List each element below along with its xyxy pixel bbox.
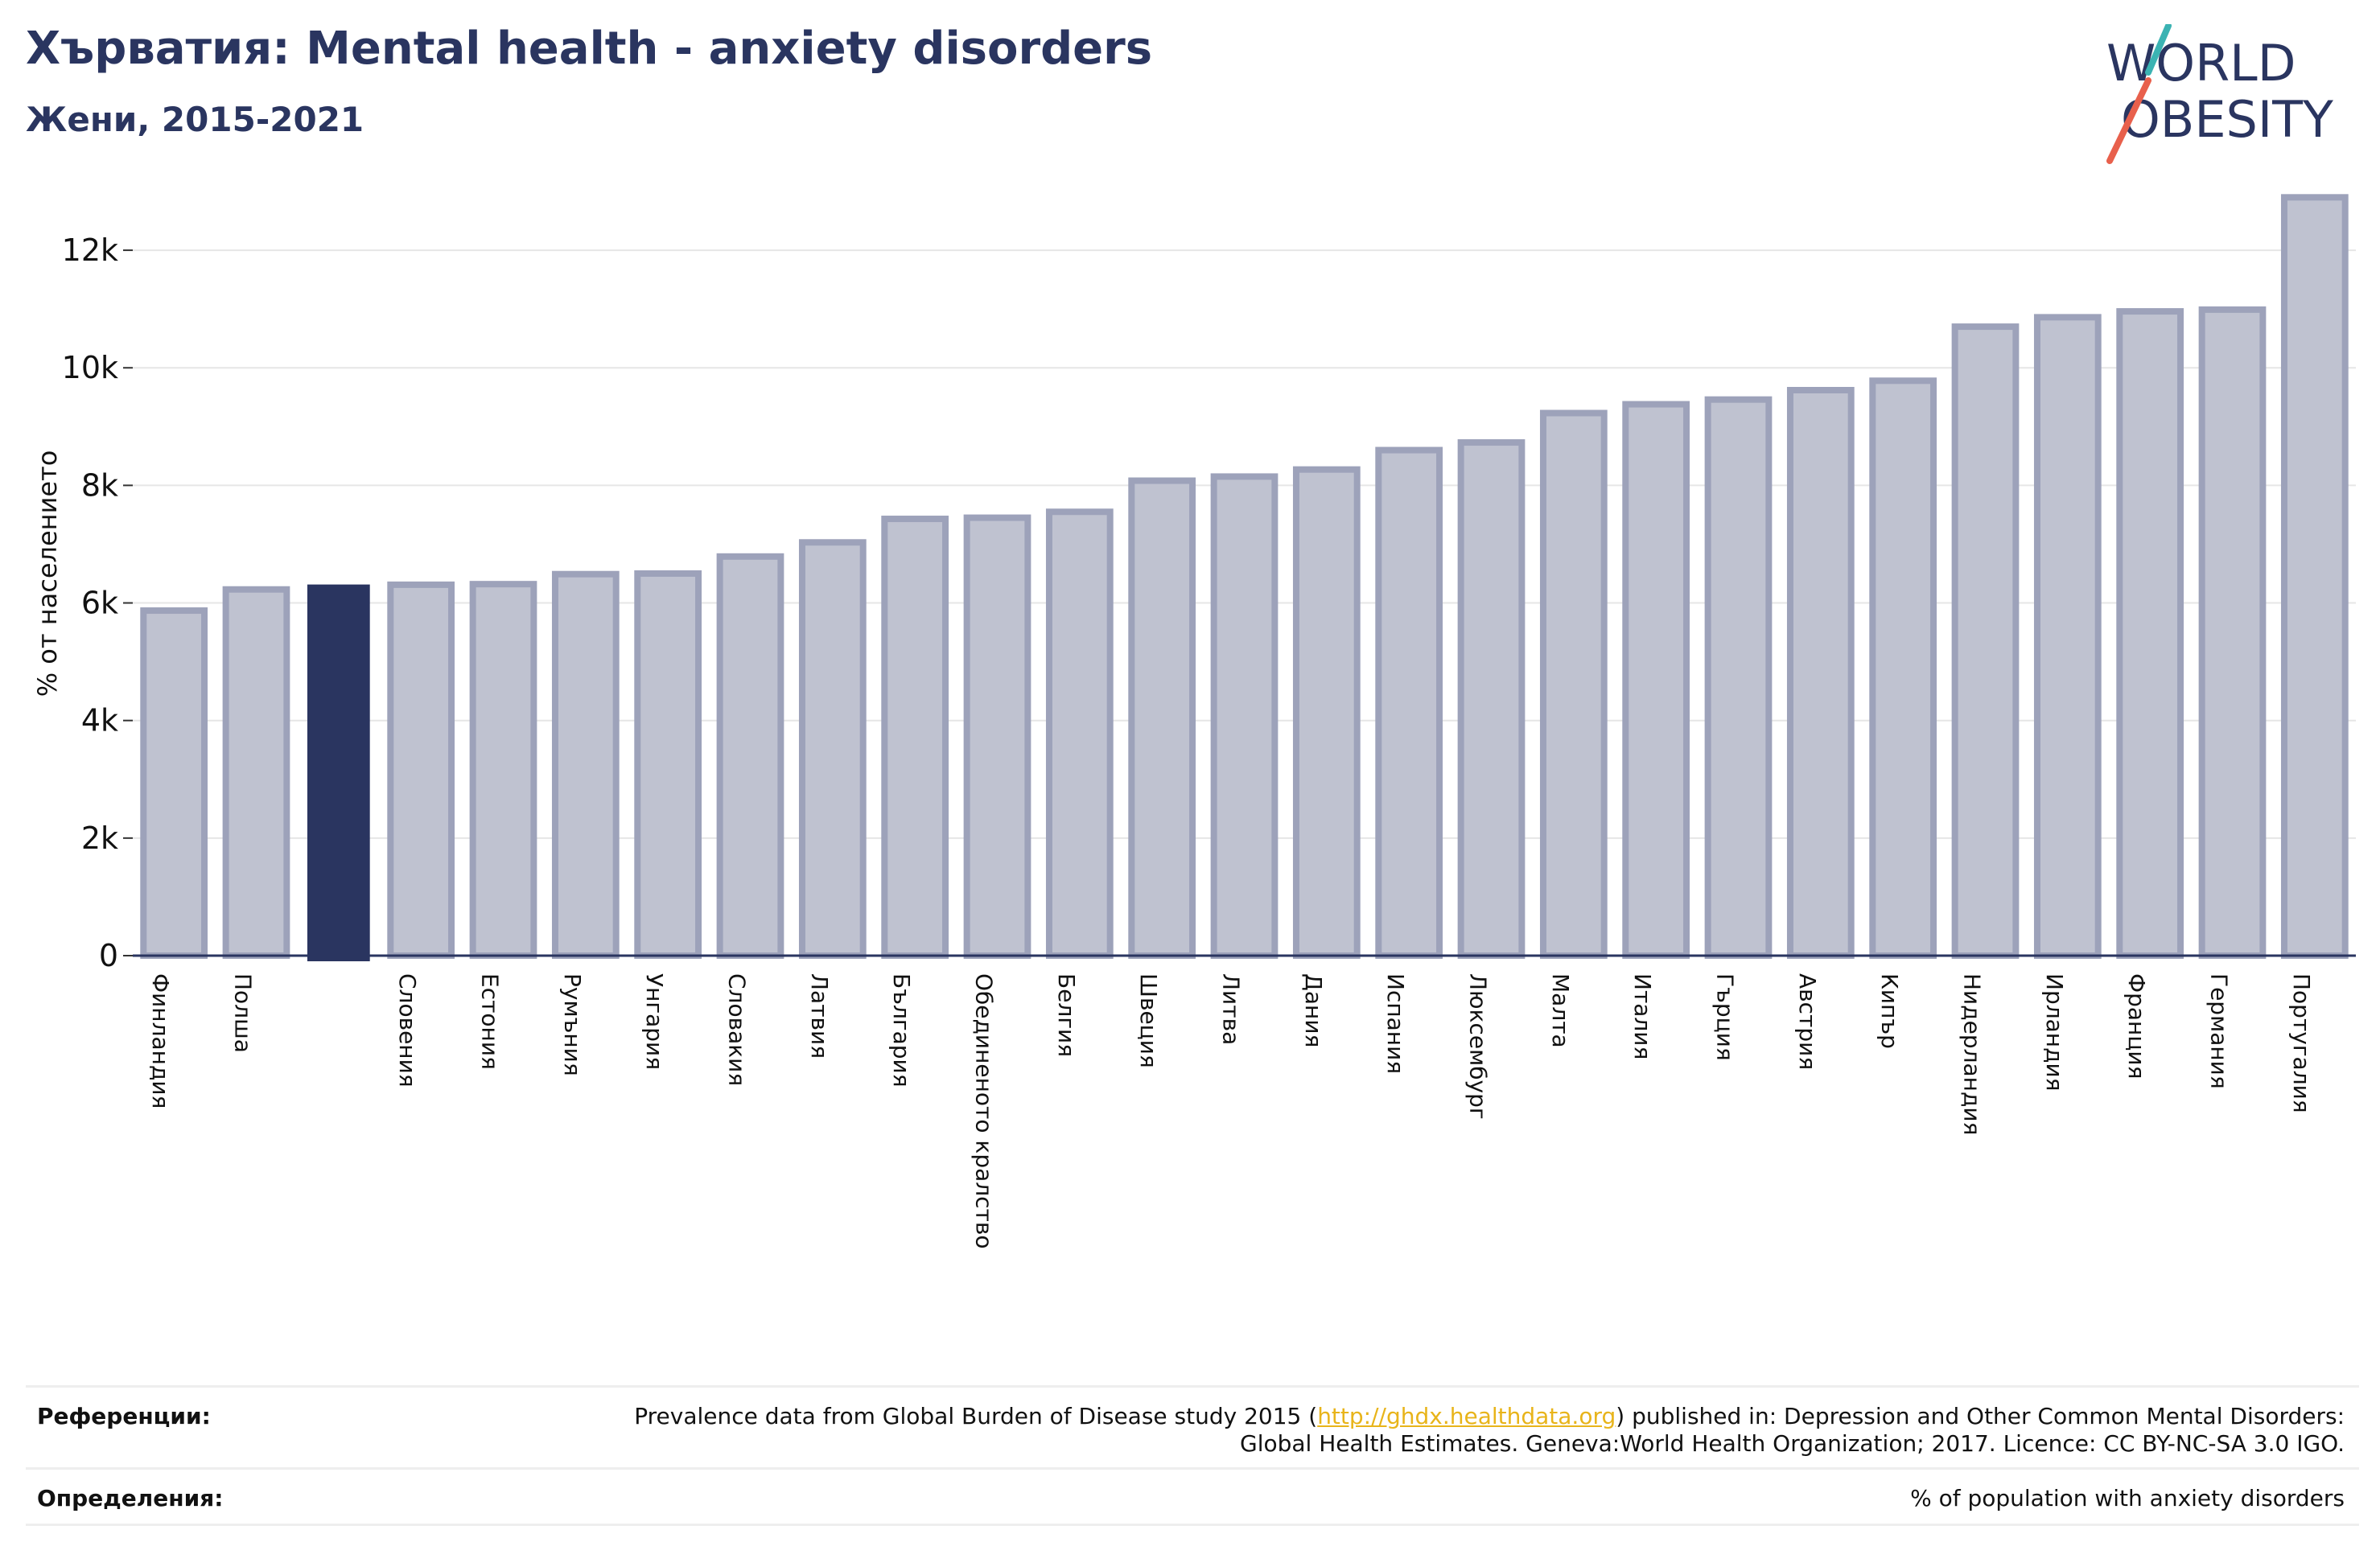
logo-slash-bottom bbox=[2106, 77, 2151, 164]
x-tick-label: Австрия bbox=[1794, 973, 1821, 1070]
bar bbox=[1869, 377, 1937, 959]
y-tick-label: 12k bbox=[62, 232, 118, 268]
y-tick-label: 8k bbox=[81, 467, 118, 503]
bar bbox=[798, 539, 867, 959]
x-tick-label: Нидерландия bbox=[1959, 973, 1986, 1135]
bar bbox=[307, 584, 370, 961]
bar bbox=[1292, 466, 1361, 959]
y-tick-label: 10k bbox=[62, 350, 118, 385]
x-tick-label: Италия bbox=[1629, 973, 1656, 1059]
bar bbox=[2033, 314, 2102, 959]
references-label: Референции: bbox=[37, 1403, 211, 1429]
x-tick-label: Швеция bbox=[1135, 973, 1162, 1068]
logo-line-2: OBESITY bbox=[2121, 90, 2333, 149]
bar bbox=[1622, 401, 1690, 959]
definitions-text: % of population with anxiety disorders bbox=[1910, 1485, 2345, 1511]
y-axis-label: % от населението bbox=[32, 450, 63, 697]
bar bbox=[963, 514, 1031, 959]
bar bbox=[1539, 409, 1608, 959]
x-tick-label: Полша bbox=[230, 973, 257, 1053]
references-text-post: ) published in: Depression and Other Com… bbox=[1240, 1403, 2345, 1457]
x-tick-label: Люксембург bbox=[1465, 973, 1492, 1120]
references-text-pre: Prevalence data from Global Burden of Di… bbox=[634, 1403, 1318, 1429]
x-tick-label: Гърция bbox=[1712, 973, 1739, 1061]
logo-slash-top bbox=[2145, 24, 2172, 76]
chart-title: Хърватия: Mental health - anxiety disord… bbox=[26, 23, 1153, 75]
y-tick-label: 4k bbox=[81, 703, 118, 738]
bar bbox=[1786, 387, 1855, 959]
bar bbox=[634, 570, 702, 959]
x-tick-label: Словения bbox=[394, 973, 421, 1088]
x-tick-label: Испания bbox=[1382, 973, 1409, 1074]
bar bbox=[222, 586, 290, 959]
bar bbox=[1210, 473, 1279, 959]
bar bbox=[140, 607, 208, 959]
bar bbox=[469, 581, 537, 960]
bar bbox=[1457, 439, 1526, 959]
x-tick-label: Финландия bbox=[147, 973, 174, 1108]
x-tick-label: Португалия bbox=[2288, 973, 2315, 1113]
bar bbox=[1375, 446, 1443, 959]
x-tick-label: Словакия bbox=[724, 973, 751, 1086]
x-tick-label: Естония bbox=[477, 973, 504, 1070]
x-tick-label: България bbox=[888, 973, 915, 1088]
bar bbox=[1951, 323, 2020, 960]
x-tick-label: Германия bbox=[2206, 973, 2233, 1089]
x-tick-label: Кипър bbox=[1876, 973, 1903, 1049]
x-tick-label: Обединеното кралство bbox=[971, 973, 998, 1248]
x-tick-label: Румъния bbox=[559, 973, 586, 1076]
x-tick-label: Белгия bbox=[1053, 973, 1080, 1057]
chart-subtitle: Жени, 2015-2021 bbox=[26, 100, 364, 139]
bar bbox=[2198, 306, 2267, 959]
logo-line-1: WORLD bbox=[2106, 34, 2296, 93]
bar bbox=[1128, 477, 1196, 959]
bar bbox=[716, 553, 784, 959]
x-tick-label: Франция bbox=[2123, 973, 2150, 1079]
y-tick-label: 2k bbox=[81, 821, 118, 856]
y-tick-label: 0 bbox=[99, 938, 118, 973]
world-obesity-logo: WORLD OBESITY bbox=[2106, 24, 2333, 164]
x-tick-label: Литва bbox=[1218, 973, 1245, 1045]
bar bbox=[2280, 194, 2349, 960]
x-tick-label: Унгария bbox=[641, 973, 668, 1070]
bar bbox=[881, 516, 949, 959]
references-text: Prevalence data from Global Burden of Di… bbox=[574, 1403, 2345, 1458]
x-tick-label: Дания bbox=[1300, 973, 1327, 1047]
bar bbox=[387, 581, 455, 960]
x-tick-label: Ирландия bbox=[2041, 973, 2068, 1091]
y-tick-label: 6k bbox=[81, 586, 118, 621]
definitions-label: Определения: bbox=[37, 1485, 224, 1511]
footer-divider-top bbox=[26, 1385, 2359, 1388]
bar bbox=[551, 570, 620, 959]
footer-divider-middle bbox=[26, 1467, 2359, 1470]
x-tick-label: Латвия bbox=[806, 973, 833, 1059]
x-tick-label: Малта bbox=[1547, 973, 1574, 1048]
bar bbox=[1045, 508, 1114, 959]
bar bbox=[2116, 308, 2184, 960]
bar bbox=[1704, 396, 1773, 959]
footer-divider-bottom bbox=[26, 1524, 2359, 1526]
references-link[interactable]: http://ghdx.healthdata.org bbox=[1317, 1403, 1616, 1429]
bar-chart: 0 2k 4k 6k 8k 10k 12k % от населението Финландия… bbox=[32, 194, 2356, 1248]
